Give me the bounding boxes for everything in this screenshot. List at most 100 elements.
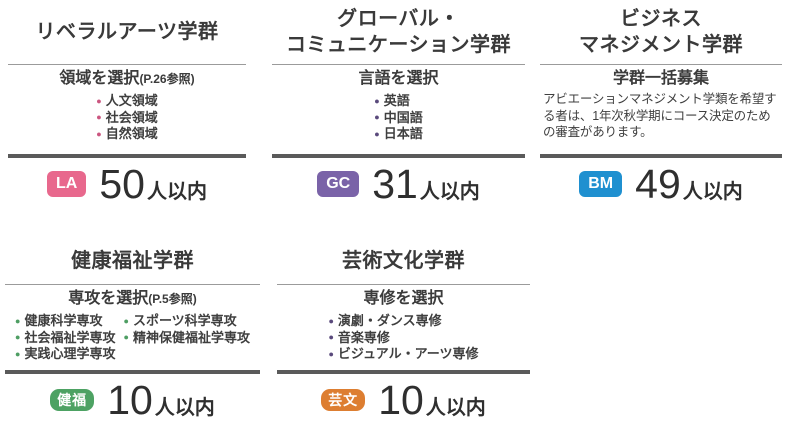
capacity-number: 10 — [378, 376, 424, 423]
selection-header: 言語を選択 — [272, 69, 525, 89]
bullet-icon: ● — [328, 348, 334, 359]
group-options-section: 学群一括募集 アビエーションマネジメント学類を希望する者は、1年次秋学期にコース… — [540, 65, 782, 154]
bullet-icon: ● — [96, 128, 102, 139]
capacity-row: LA 50 人以内 — [8, 158, 246, 210]
option-label: 演劇・ダンス専修 — [337, 313, 442, 328]
group-options-section: 専攻を選択(P.5参照) ● 健康科学専攻 ● 社会福祉学専攻 ● 実践心理学専攻 ●… — [5, 285, 260, 370]
group-title-box: 芸術文化学群 — [277, 238, 530, 284]
selection-header: 専攻を選択(P.5参照) — [5, 289, 260, 309]
option-item: ● 自然領域 — [96, 126, 157, 143]
bullet-icon: ● — [96, 112, 102, 123]
divider-thick — [5, 370, 260, 374]
capacity: 10 人以内 — [107, 376, 215, 423]
group-title: リベラルアーツ学群 — [35, 21, 219, 43]
page-reference-note: (P.5参照) — [148, 292, 197, 306]
divider-thin — [8, 64, 246, 65]
capacity-number: 50 — [99, 160, 145, 207]
option-item: ● 実践心理学専攻 — [15, 346, 115, 363]
option-item: ● 社会福祉学専攻 — [15, 330, 115, 347]
option-item: ● 中国語 — [374, 110, 422, 127]
group-card-business-management: ビジネス マネジメント学群 学群一括募集 アビエーションマネジメント学類を希望す… — [540, 0, 782, 210]
option-item: ● 健康科学専攻 — [15, 313, 115, 330]
option-item: ● 社会領域 — [96, 110, 157, 127]
group-title-box: 健康福祉学群 — [5, 238, 260, 284]
capacity: 50 人以内 — [99, 160, 207, 207]
capacity-row: GC 31 人以内 — [272, 158, 525, 210]
divider-thin — [5, 284, 260, 285]
option-label: 音楽専修 — [337, 329, 390, 345]
option-columns: ● 健康科学専攻 ● 社会福祉学専攻 ● 実践心理学専攻 ● スポーツ科学専攻 ● 精神保… — [5, 313, 260, 363]
option-item: ● 精神保健福祉学専攻 — [124, 330, 250, 347]
option-label: 実践心理学専攻 — [24, 346, 116, 361]
selection-header: 領域を選択(P.26参照) — [8, 69, 246, 89]
bullet-icon: ● — [123, 332, 129, 343]
bullet-icon: ● — [15, 348, 21, 359]
capacity-row: 健福 10 人以内 — [5, 374, 260, 426]
option-item: ● 演劇・ダンス専修 — [328, 313, 478, 330]
option-column-right: ● スポーツ科学専攻 ● 精神保健福祉学専攻 — [124, 313, 250, 363]
group-card-health-welfare: 健康福祉学群 専攻を選択(P.5参照) ● 健康科学専攻 ● 社会福祉学専攻 ● 実践… — [5, 238, 260, 426]
bullet-icon: ● — [328, 332, 334, 343]
divider-thin — [272, 64, 525, 65]
option-item: ● スポーツ科学専攻 — [124, 313, 250, 330]
group-title: グローバル・ コミュニケーション学群 — [285, 8, 512, 56]
group-title: ビジネス マネジメント学群 — [579, 8, 743, 56]
bullet-icon: ● — [374, 128, 380, 139]
group-options-section: 領域を選択(P.26参照) ● 人文領域 ● 社会領域 ● 自然領域 — [8, 65, 246, 154]
capacity-number: 31 — [372, 160, 418, 207]
group-title: 健康福祉学群 — [71, 250, 194, 272]
option-item: ● 音楽専修 — [328, 330, 478, 347]
option-label: 中国語 — [383, 109, 423, 125]
group-card-global-communication: グローバル・ コミュニケーション学群 言語を選択 ● 英語 ● 中国語 ● 日本語 G… — [272, 0, 525, 210]
bullet-icon: ● — [96, 95, 102, 106]
option-column-left: ● 健康科学専攻 ● 社会福祉学専攻 ● 実践心理学専攻 — [15, 313, 115, 363]
group-options-section: 言語を選択 ● 英語 ● 中国語 ● 日本語 — [272, 65, 525, 154]
divider-thin — [540, 64, 782, 65]
divider-thick — [540, 154, 782, 158]
selection-header-text: 学群一括募集 — [612, 70, 709, 87]
option-label: スポーツ科学専攻 — [132, 313, 237, 328]
capacity-unit: 人以内 — [425, 396, 486, 419]
selection-header-text: 言語を選択 — [358, 70, 439, 87]
option-item: ● 人文領域 — [96, 93, 157, 110]
option-item: ● 日本語 — [374, 126, 422, 143]
capacity-unit: 人以内 — [682, 180, 743, 203]
page-reference-note: (P.26参照) — [139, 72, 195, 86]
capacity: 10 人以内 — [378, 376, 486, 423]
group-badge: LA — [47, 171, 87, 197]
divider-thick — [8, 154, 246, 158]
bullet-icon: ● — [123, 315, 129, 326]
group-title-box: ビジネス マネジメント学群 — [540, 0, 782, 64]
bullet-icon: ● — [15, 315, 21, 326]
option-label: 社会福祉学専攻 — [24, 329, 116, 345]
capacity-unit: 人以内 — [154, 396, 215, 419]
option-list: ● 演劇・ダンス専修 ● 音楽専修 ● ビジュアル・アーツ専修 — [328, 313, 478, 363]
group-badge: GC — [317, 171, 360, 197]
group-card-liberal-arts: リベラルアーツ学群 領域を選択(P.26参照) ● 人文領域 ● 社会領域 ● 自然領… — [8, 0, 246, 210]
capacity-unit: 人以内 — [419, 180, 480, 203]
group-badge: BM — [579, 171, 623, 197]
group-options-section: 専修を選択 ● 演劇・ダンス専修 ● 音楽専修 ● ビジュアル・アーツ専修 — [277, 285, 530, 370]
group-card-arts-culture: 芸術文化学群 専修を選択 ● 演劇・ダンス専修 ● 音楽専修 ● ビジュアル・アーツ専… — [277, 238, 530, 426]
selection-header-text: 領域を選択 — [59, 70, 140, 87]
selection-header: 専修を選択 — [277, 289, 530, 309]
capacity-unit: 人以内 — [146, 180, 207, 203]
capacity-number: 10 — [107, 376, 153, 423]
note-text: アビエーションマネジメント学類を希望する者は、1年次秋学期にコース決定のための審… — [543, 92, 777, 139]
group-title: 芸術文化学群 — [342, 250, 465, 272]
option-label: 健康科学専攻 — [24, 313, 103, 328]
selection-header-text: 専修を選択 — [363, 290, 444, 307]
bullet-icon: ● — [374, 95, 380, 106]
group-badge: 健福 — [50, 389, 95, 411]
option-label: 自然領域 — [105, 126, 158, 141]
group-title-box: リベラルアーツ学群 — [8, 0, 246, 64]
bullet-icon: ● — [374, 112, 380, 123]
capacity-row: BM 49 人以内 — [540, 158, 782, 210]
group-badge: 芸文 — [321, 389, 366, 411]
option-label: 精神保健福祉学専攻 — [132, 329, 250, 345]
capacity: 49 人以内 — [635, 160, 743, 207]
divider-thick — [277, 370, 530, 374]
option-label: ビジュアル・アーツ専修 — [337, 346, 479, 361]
capacity-number: 49 — [635, 160, 681, 207]
selection-header-text: 専攻を選択 — [68, 290, 149, 307]
